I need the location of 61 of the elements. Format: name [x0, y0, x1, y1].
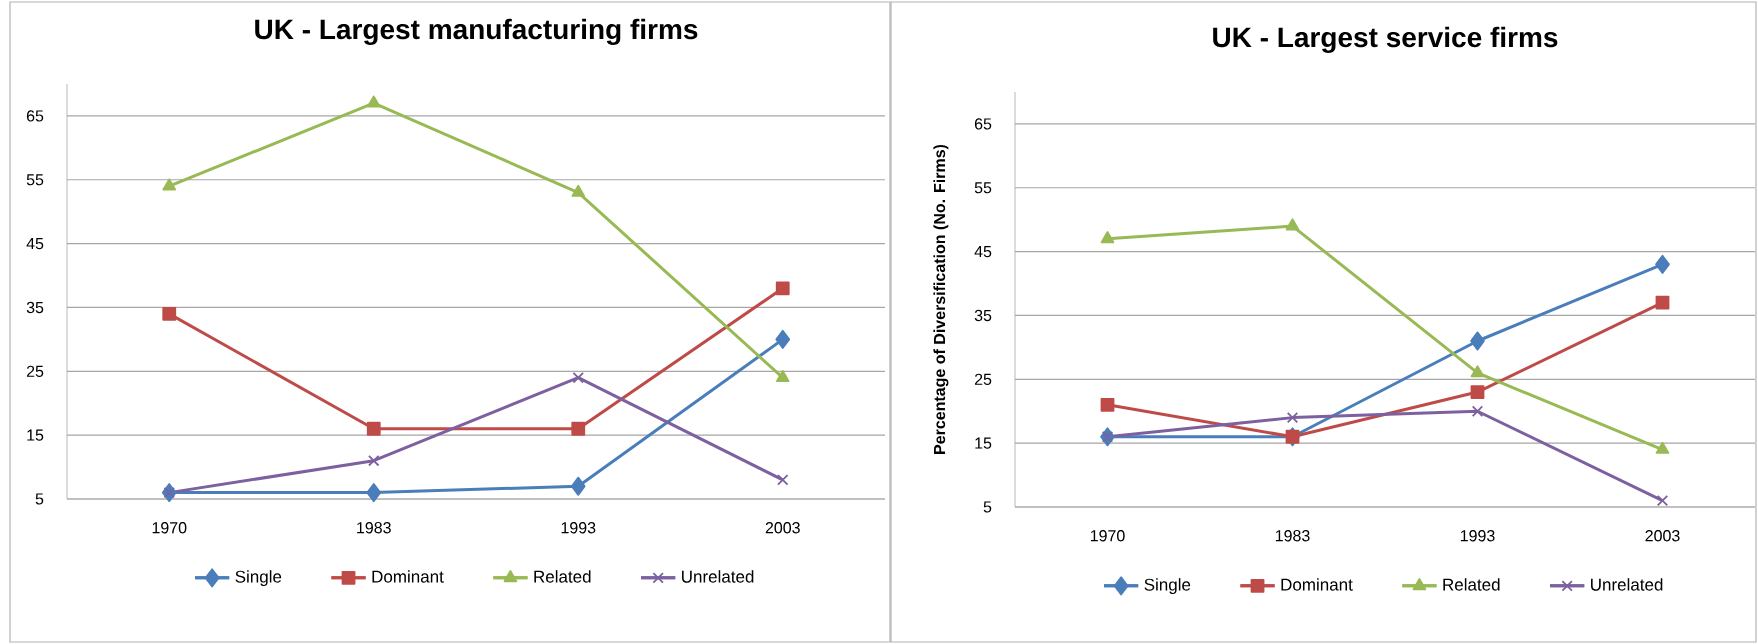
legend-label: Unrelated — [682, 570, 754, 583]
y-tick-label: 35 — [974, 309, 992, 322]
point — [162, 306, 177, 321]
y-tick-label: 5 — [983, 501, 992, 513]
chart-title: UK - Largest service firms — [1213, 26, 1558, 53]
y-tick-label: 5 — [35, 493, 44, 505]
point — [1100, 397, 1115, 412]
point — [1655, 295, 1670, 310]
x-tick-label: 1983 — [1275, 530, 1310, 542]
y-tick-label: 45 — [26, 238, 44, 250]
legend-label: Dominant — [1281, 578, 1353, 591]
point — [1470, 365, 1485, 378]
x-tick-label: 2003 — [1645, 530, 1680, 542]
chart-title: UK - Largest manufacturing firms — [255, 18, 698, 45]
point — [366, 95, 381, 108]
point — [1470, 331, 1485, 351]
y-tick-label: 65 — [974, 118, 992, 130]
point — [162, 178, 177, 191]
legend-label: Related — [534, 570, 591, 583]
x-tick-label: 1993 — [561, 522, 596, 534]
point — [571, 184, 586, 197]
y-tick-label: 55 — [974, 182, 992, 194]
point — [570, 476, 586, 496]
point — [777, 474, 789, 486]
point — [572, 371, 584, 384]
x-tick-label: 1970 — [152, 522, 187, 534]
point — [1470, 385, 1485, 399]
point — [1471, 405, 1484, 417]
point — [163, 486, 175, 499]
point — [1101, 431, 1114, 443]
point — [775, 281, 790, 296]
point — [775, 370, 790, 382]
x-tick-label: 2003 — [765, 522, 800, 534]
legend-label: Dominant — [372, 570, 444, 583]
x-tick-label: 1983 — [357, 522, 391, 534]
x-tick-label: 1970 — [1090, 530, 1125, 542]
y-tick-label: 35 — [26, 301, 44, 314]
point — [571, 421, 586, 436]
y-tick-label: 25 — [974, 373, 992, 385]
point — [368, 454, 380, 467]
legend-label: Single — [235, 570, 282, 587]
point — [1100, 231, 1115, 244]
y-tick-label: 15 — [975, 437, 992, 449]
y-tick-label: 25 — [26, 365, 44, 377]
y-tick-label: 15 — [27, 429, 44, 441]
y-axis-title: Percentage of Diversification (No. Firms) — [933, 144, 949, 454]
point — [775, 329, 791, 349]
legend-label: Unrelated — [1591, 578, 1663, 591]
x-tick-label: 1993 — [1460, 530, 1495, 542]
point — [1655, 254, 1670, 274]
point — [1286, 411, 1299, 424]
legend-label: Related — [1443, 578, 1500, 591]
y-tick-label: 45 — [974, 246, 992, 258]
legend-label: Single — [1144, 578, 1191, 595]
point — [366, 421, 381, 436]
point — [366, 483, 382, 503]
y-tick-label: 65 — [26, 110, 44, 122]
y-tick-label: 55 — [26, 174, 44, 186]
point — [1655, 441, 1670, 454]
point — [1285, 218, 1300, 231]
point — [1656, 494, 1669, 507]
